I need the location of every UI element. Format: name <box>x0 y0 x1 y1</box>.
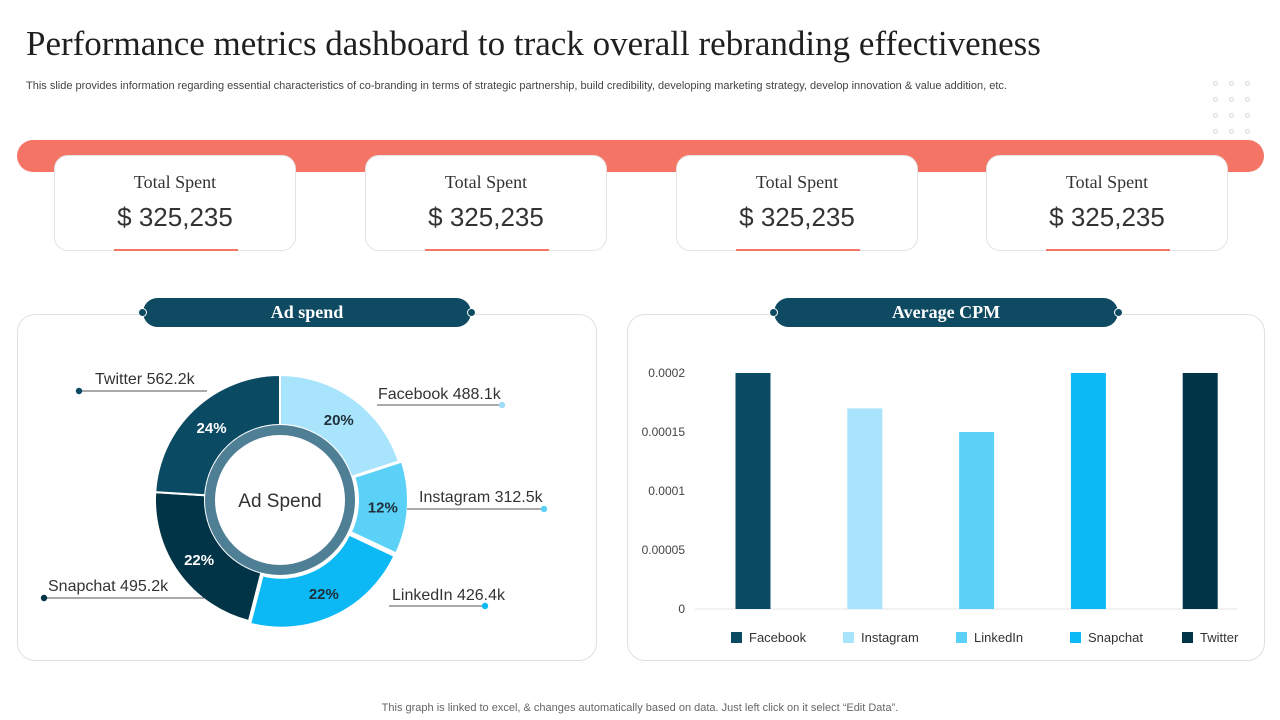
callout-dot <box>498 401 506 409</box>
kpi-card-value: $ 325,235 <box>739 202 855 232</box>
page-title: Performance metrics dashboard to track o… <box>26 24 1041 63</box>
donut-percent-label: 20% <box>324 412 354 429</box>
kpi-card-1: Total Spent $ 325,235 <box>54 155 296 251</box>
bar-linkedin <box>959 432 995 609</box>
donut-slice-linkedin <box>248 533 396 629</box>
bar-y-axis: 0 0.00005 0.0001 0.00015 0.0002 <box>642 366 1237 616</box>
kpi-card-label: Total Spent <box>444 172 528 192</box>
legend-swatch <box>1070 632 1081 643</box>
kpi-card-2: Total Spent $ 325,235 <box>365 155 607 251</box>
kpi-card-underline <box>736 249 860 251</box>
header-knob-left <box>138 308 147 317</box>
header-knob-right <box>1114 308 1123 317</box>
y-tick-label: 0.0001 <box>648 484 685 498</box>
legend-swatch <box>731 632 742 643</box>
donut-percent-label: 12% <box>368 499 398 516</box>
callout-dot <box>75 387 83 395</box>
y-tick-label: 0.00015 <box>642 425 686 439</box>
ad-spend-header: Ad spend <box>138 298 476 327</box>
y-tick-label: 0 <box>678 602 685 616</box>
legend-swatch <box>843 632 854 643</box>
kpi-card-value: $ 325,235 <box>428 202 544 232</box>
callout-label-instagram: Instagram 312.5k <box>419 489 544 506</box>
donut-callouts: 20% Facebook 488.1k 12% Instagram 312.5k 22%… <box>40 371 548 610</box>
bar-legend: Facebook Instagram LinkedIn Snapchat Twitter <box>731 630 1239 645</box>
callout-dot <box>481 602 489 610</box>
callout-label-facebook: Facebook 488.1k <box>378 386 502 403</box>
bar-twitter <box>1182 373 1218 609</box>
legend-label-instagram: Instagram <box>861 630 919 645</box>
kpi-card-label: Total Spent <box>755 172 839 192</box>
callout-label-linkedin: LinkedIn 426.4k <box>392 587 506 604</box>
cpm-bar-chart: 0 0.00005 0.0001 0.00015 0.0002 Facebook Inst… <box>642 366 1239 645</box>
kpi-card-4: Total Spent $ 325,235 <box>986 155 1228 251</box>
footer-note: This graph is linked to excel, & changes… <box>381 702 899 714</box>
ad-spend-donut-chart: Ad Spend 20% Facebook 488.1k 12% Instagram … <box>40 371 548 629</box>
donut-percent-label: 22% <box>309 586 339 603</box>
callout-dot <box>40 594 48 602</box>
y-tick-label: 0.00005 <box>642 543 686 557</box>
donut-slice-instagram <box>349 460 409 555</box>
cpm-header: Average CPM <box>769 298 1123 327</box>
kpi-card-value: $ 325,235 <box>1049 202 1165 232</box>
legend-label-snapchat: Snapchat <box>1088 630 1143 645</box>
callout-label-twitter: Twitter 562.2k <box>95 371 196 388</box>
callout-dot <box>540 505 548 513</box>
bar-instagram <box>847 408 883 609</box>
donut-center-label: Ad Spend <box>238 491 321 512</box>
donut-hole <box>215 435 345 565</box>
page-subtitle: This slide provides information regardin… <box>26 80 1007 92</box>
donut-percent-label: 22% <box>184 552 214 569</box>
kpi-card-underline <box>114 249 238 251</box>
kpi-card-underline <box>1046 249 1170 251</box>
bar-snapchat <box>1070 373 1106 609</box>
legend-swatch <box>1182 632 1193 643</box>
header-knob-left <box>769 308 778 317</box>
legend-label-twitter: Twitter <box>1200 630 1239 645</box>
callout-label-snapchat: Snapchat 495.2k <box>48 578 169 595</box>
header-knob-right <box>467 308 476 317</box>
ad-spend-header-label: Ad spend <box>270 302 344 322</box>
kpi-card-underline <box>425 249 549 251</box>
kpi-card-3: Total Spent $ 325,235 <box>676 155 918 251</box>
kpi-card-label: Total Spent <box>1065 172 1149 192</box>
y-tick-label: 0.0002 <box>648 366 685 380</box>
donut-percent-label: 24% <box>197 420 227 437</box>
legend-swatch <box>956 632 967 643</box>
bar-series <box>735 373 1218 609</box>
kpi-card-label: Total Spent <box>133 172 217 192</box>
kpi-card-value: $ 325,235 <box>117 202 233 232</box>
legend-label-facebook: Facebook <box>749 630 807 645</box>
legend-label-linkedin: LinkedIn <box>974 630 1023 645</box>
bar-facebook <box>735 373 771 609</box>
cpm-header-label: Average CPM <box>891 302 1001 322</box>
